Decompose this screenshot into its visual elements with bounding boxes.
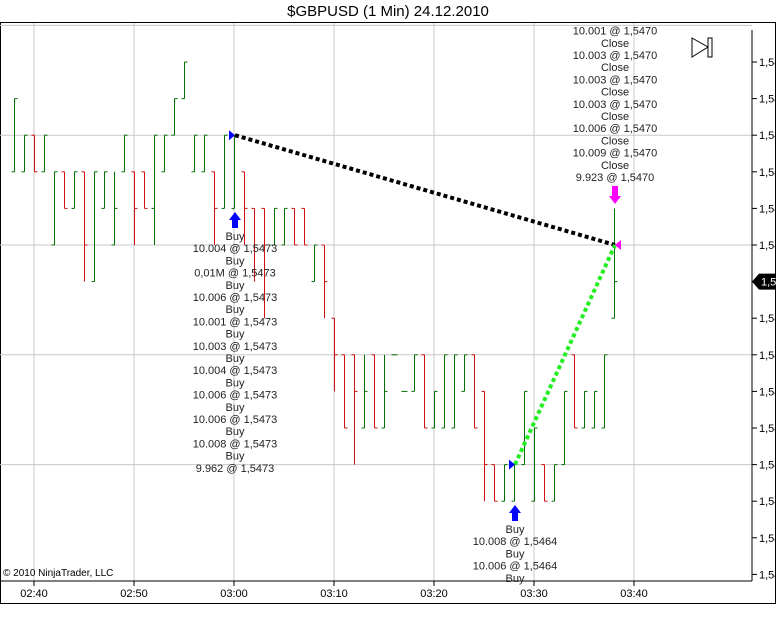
buy-arrow-up-icon[interactable] (229, 212, 241, 228)
execution-label: 10.006 @ 1,5473 (193, 414, 278, 426)
execution-label: Buy (226, 353, 245, 365)
time-tick-label: 03:30 (520, 588, 548, 600)
price-tick-label: 1,5470 (759, 240, 776, 252)
copyright-text: © 2010 NinjaTrader, LLC (3, 568, 114, 579)
price-tick-label: 1,5461 (759, 569, 776, 581)
execution-label: 10.008 @ 1,5464 (473, 536, 558, 548)
time-tick-label: 03:40 (620, 588, 648, 600)
execution-label: Buy (226, 255, 245, 267)
scroll-to-end-icon[interactable] (691, 37, 709, 58)
entry-marker-triangle[interactable] (509, 459, 515, 470)
execution-label: 10.006 @ 1,5473 (193, 390, 278, 402)
execution-label: Close (601, 111, 629, 123)
time-tick-label: 02:40 (20, 588, 48, 600)
execution-label: Buy (506, 573, 525, 585)
execution-label: 10.003 @ 1,5473 (193, 341, 278, 353)
execution-label: Buy (226, 451, 245, 463)
current-price-badge (752, 273, 776, 290)
close-arrow-down-icon[interactable] (609, 186, 621, 204)
execution-label: 0,01M @ 1,5473 (194, 268, 276, 280)
price-tick-label: 1,5472 (759, 167, 776, 179)
price-tick-label: 1,5474 (759, 94, 776, 106)
execution-label: Buy (506, 524, 525, 536)
execution-label: 10.001 @ 1,5470 (573, 26, 658, 38)
current-price-label: 1,5469 (761, 277, 776, 289)
price-tick-label: 1,5466 (759, 386, 776, 398)
execution-label: 10.003 @ 1,5470 (573, 74, 658, 86)
price-tick-label: 1,5468 (759, 313, 776, 325)
execution-label: 9.923 @ 1,5470 (576, 172, 654, 184)
time-tick-label: 03:00 (220, 588, 248, 600)
price-tick-label: 1,5473 (759, 130, 776, 142)
time-tick-label: 02:50 (120, 588, 148, 600)
execution-label: Buy (226, 304, 245, 316)
exit-marker-triangle[interactable] (615, 240, 621, 250)
execution-label: Buy (226, 280, 245, 292)
execution-label: 10.008 @ 1,5473 (193, 438, 278, 450)
execution-label: Close (601, 38, 629, 50)
price-tick-label: 1,5475 (759, 57, 776, 69)
price-tick-label: 1,5467 (759, 350, 776, 362)
price-tick-label: 1,5465 (759, 423, 776, 435)
execution-label: 10.006 @ 1,5470 (573, 123, 658, 135)
chart-frame (0, 22, 776, 604)
time-tick-label: 03:20 (420, 588, 448, 600)
buy-arrow-up-icon[interactable] (509, 505, 521, 521)
execution-label: 10.006 @ 1,5464 (473, 561, 558, 573)
execution-label: Buy (226, 402, 245, 414)
trade-line-green (513, 244, 617, 466)
execution-label: Close (601, 135, 629, 147)
time-tick-label: 03:10 (320, 588, 348, 600)
execution-label: Buy (226, 231, 245, 243)
execution-label: 10.001 @ 1,5473 (193, 316, 278, 328)
price-tick-label: 1,5464 (759, 460, 776, 472)
execution-label: Buy (506, 548, 525, 560)
entry-marker-triangle[interactable] (229, 130, 235, 141)
execution-label: Buy (226, 329, 245, 341)
execution-label: 10.004 @ 1,5473 (193, 365, 278, 377)
trade-line-black (234, 133, 616, 247)
execution-label: 9.962 @ 1,5473 (196, 463, 274, 475)
execution-label: Buy (226, 377, 245, 389)
execution-label: 10.009 @ 1,5470 (573, 148, 658, 160)
chart-title: $GBPUSD (1 Min) 24.12.2010 (287, 3, 489, 20)
price-tick-label: 1,5462 (759, 533, 776, 545)
execution-label: Buy (226, 426, 245, 438)
execution-label: Close (601, 62, 629, 74)
price-tick-label: 1,5463 (759, 496, 776, 508)
scroll-to-end-bar-icon[interactable] (707, 37, 713, 58)
execution-label: Close (601, 160, 629, 172)
execution-label: 10.006 @ 1,5473 (193, 292, 278, 304)
execution-label: 10.004 @ 1,5473 (193, 243, 278, 255)
execution-label: 10.003 @ 1,5470 (573, 99, 658, 111)
price-tick-label: 1,5471 (759, 203, 776, 215)
execution-label: Close (601, 87, 629, 99)
execution-label: 10.003 @ 1,5470 (573, 50, 658, 62)
